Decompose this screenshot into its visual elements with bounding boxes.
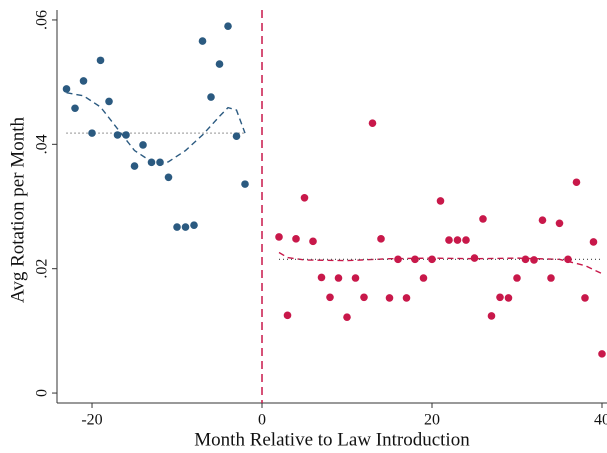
- point: [181, 223, 190, 231]
- y-tick-label: 0: [34, 389, 51, 397]
- point: [334, 274, 343, 282]
- point: [572, 178, 581, 187]
- point: [487, 312, 496, 320]
- point: [564, 255, 572, 264]
- point: [385, 294, 394, 302]
- point: [581, 294, 589, 302]
- point: [300, 193, 309, 202]
- x-axis-label: Month Relative to Law Introduction: [194, 429, 470, 450]
- y-axis-label: Avg Rotation per Month: [7, 117, 28, 303]
- point: [343, 313, 351, 321]
- y-tick-label: .02: [34, 259, 51, 279]
- point: [309, 237, 317, 246]
- point: [598, 350, 606, 358]
- point: [88, 129, 96, 137]
- point: [504, 294, 513, 302]
- point: [402, 294, 411, 302]
- point: [377, 235, 385, 243]
- point: [71, 104, 79, 113]
- point: [156, 158, 164, 167]
- point: [411, 255, 419, 264]
- point: [130, 162, 139, 170]
- point: [283, 311, 292, 320]
- point: [368, 119, 377, 127]
- point: [317, 273, 326, 282]
- point: [190, 221, 198, 229]
- point: [453, 236, 462, 244]
- point: [419, 274, 428, 282]
- x-tick-label: 20: [424, 412, 440, 429]
- point: [589, 238, 598, 246]
- point: [555, 219, 564, 228]
- point: [326, 293, 334, 302]
- point: [538, 216, 547, 224]
- point: [394, 255, 402, 264]
- point: [521, 255, 530, 264]
- point: [105, 97, 113, 106]
- point: [496, 293, 504, 302]
- point: [164, 173, 173, 182]
- fit-line: [278, 251, 603, 275]
- point: [207, 93, 215, 101]
- point: [470, 254, 479, 262]
- point: [462, 236, 470, 244]
- point: [113, 131, 122, 139]
- point: [198, 37, 207, 45]
- point: [360, 293, 368, 302]
- x-tick-label: 40: [594, 412, 607, 429]
- point: [513, 274, 521, 282]
- point: [62, 85, 71, 93]
- point: [479, 215, 487, 223]
- point: [139, 141, 147, 149]
- point: [428, 255, 436, 264]
- point: [96, 56, 105, 65]
- point: [275, 233, 283, 241]
- point: [122, 131, 130, 139]
- point: [241, 180, 249, 188]
- point: [292, 235, 300, 243]
- fit-line: [66, 92, 246, 166]
- point: [445, 236, 453, 244]
- point: [224, 22, 232, 30]
- point: [79, 77, 88, 85]
- x-tick-label: 0: [258, 412, 266, 429]
- point: [173, 223, 181, 231]
- point: [351, 274, 360, 282]
- point: [530, 256, 538, 264]
- point: [147, 158, 156, 167]
- y-tick-label: .04: [34, 134, 51, 154]
- point: [215, 60, 224, 68]
- y-tick-label: .06: [34, 10, 51, 30]
- x-tick-label: -20: [81, 412, 102, 429]
- point: [547, 274, 555, 282]
- point: [436, 197, 445, 205]
- point: [232, 132, 241, 141]
